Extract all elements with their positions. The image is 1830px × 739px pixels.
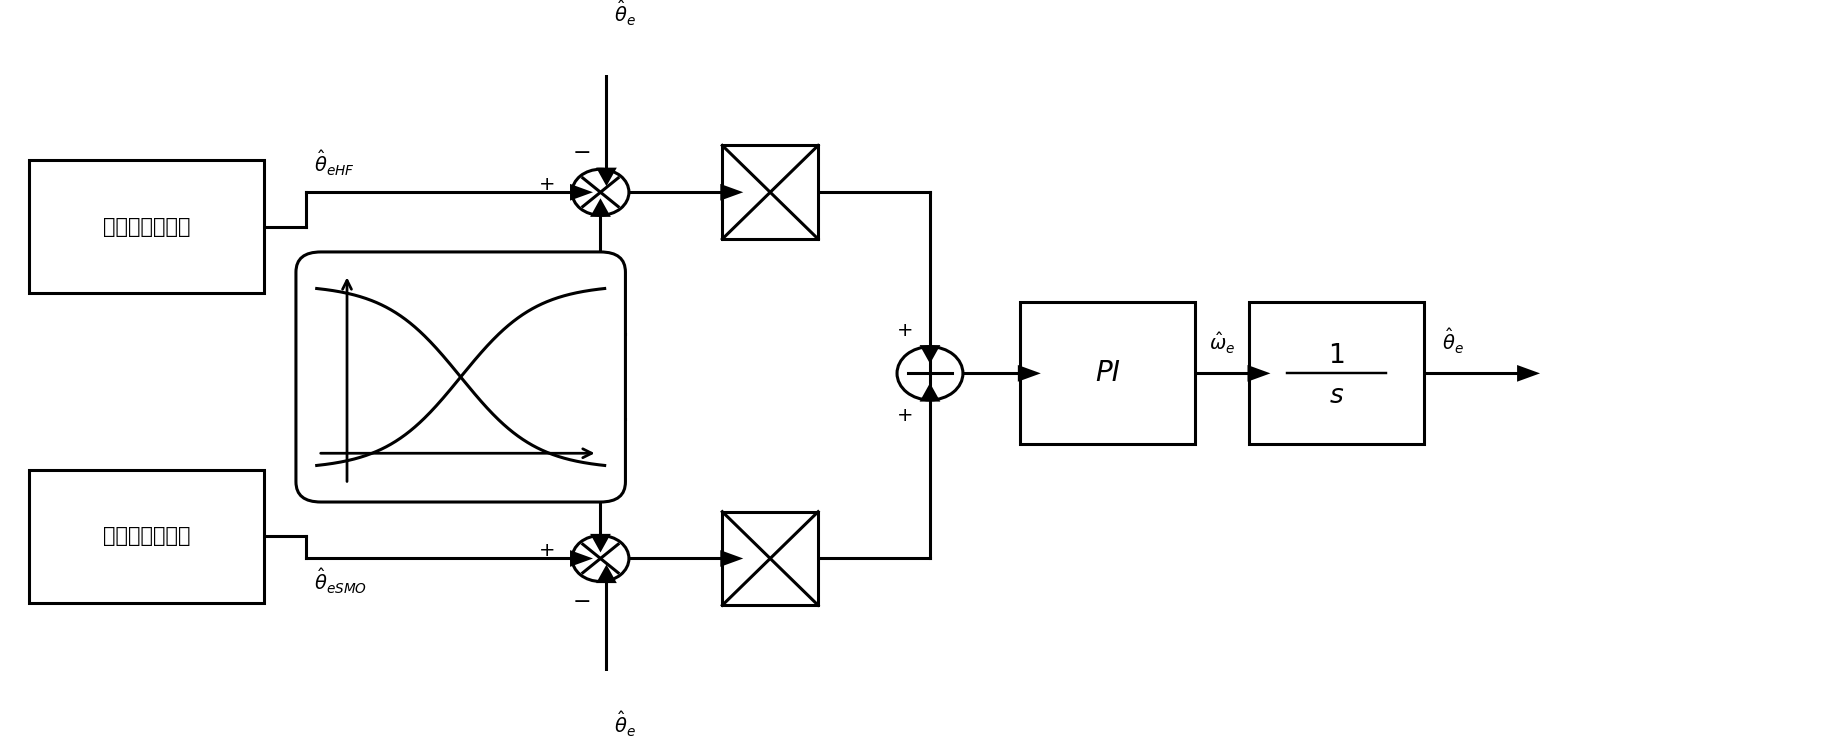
Bar (29, 470, 264, 603)
Polygon shape (597, 565, 617, 583)
Text: $+$: $+$ (895, 406, 911, 426)
FancyBboxPatch shape (296, 252, 626, 502)
Bar (723, 146, 818, 239)
Text: 改进高频注入法: 改进高频注入法 (102, 217, 190, 236)
Bar (1019, 302, 1195, 444)
Text: $+$: $+$ (538, 541, 554, 560)
Polygon shape (569, 550, 593, 567)
Polygon shape (589, 198, 611, 217)
Text: 1: 1 (1329, 343, 1345, 369)
Polygon shape (920, 345, 941, 364)
Circle shape (573, 169, 630, 215)
Polygon shape (721, 550, 743, 567)
Polygon shape (1248, 365, 1270, 382)
Text: $-$: $-$ (573, 590, 591, 610)
Text: 自适应滑模算法: 自适应滑模算法 (102, 526, 190, 546)
Text: $\hat{\theta}_e$: $\hat{\theta}_e$ (615, 710, 637, 739)
Text: $\hat{\theta}_{eHF}$: $\hat{\theta}_{eHF}$ (315, 149, 355, 177)
Bar (29, 160, 264, 293)
Polygon shape (597, 168, 617, 186)
Text: $\hat{\theta}_e$: $\hat{\theta}_e$ (615, 0, 637, 29)
Text: $-$: $-$ (573, 141, 591, 161)
Polygon shape (721, 184, 743, 200)
Text: s: s (1330, 383, 1343, 409)
Polygon shape (1017, 365, 1041, 382)
Polygon shape (569, 184, 593, 200)
Text: $\hat{\theta}_{eSMO}$: $\hat{\theta}_{eSMO}$ (315, 567, 368, 596)
Bar (723, 511, 818, 605)
Text: PI: PI (1094, 359, 1120, 387)
Circle shape (573, 536, 630, 582)
Polygon shape (920, 383, 941, 401)
Text: $\hat{\omega}_e$: $\hat{\omega}_e$ (1210, 330, 1235, 355)
Polygon shape (589, 534, 611, 553)
Text: $+$: $+$ (538, 174, 554, 194)
Bar (1250, 302, 1424, 444)
Polygon shape (1517, 365, 1541, 382)
Text: $+$: $+$ (895, 321, 911, 340)
Text: $\hat{\theta}_e$: $\hat{\theta}_e$ (1442, 327, 1464, 355)
Circle shape (897, 347, 963, 400)
